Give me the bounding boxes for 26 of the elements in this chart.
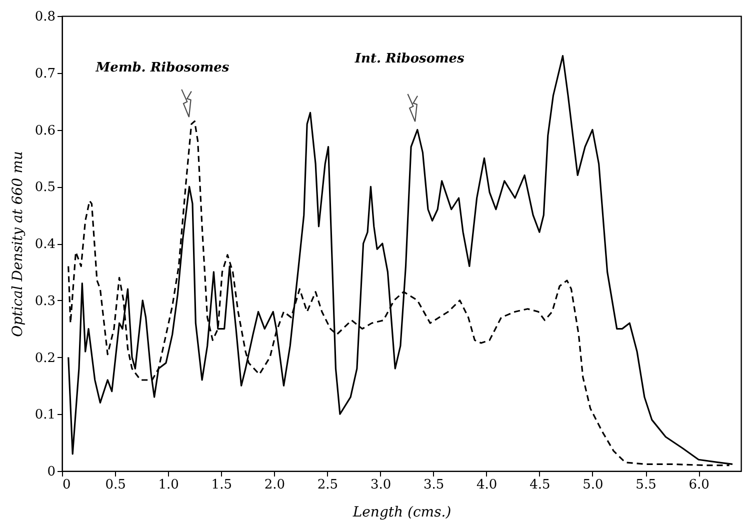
x-tick-label: 0 — [62, 478, 71, 492]
x-tick-label: 3.0 — [370, 478, 392, 492]
y-tick-label: 0.5 — [34, 180, 56, 196]
y-tick-label: 0.8 — [34, 10, 56, 24]
x-tick-label: 3.5 — [423, 478, 444, 492]
x-tick-label: 1.5 — [211, 478, 232, 492]
x-tick-label: 2.0 — [264, 478, 286, 492]
y-tick-label: 0.4 — [34, 237, 56, 252]
y-tick-label: 0.2 — [34, 350, 56, 366]
x-tick-label: 1.0 — [158, 478, 179, 492]
x-tick-label: 5.5 — [636, 478, 656, 492]
annotation: Int. Ribosomes — [354, 51, 466, 66]
y-tick-label: 0.3 — [34, 294, 56, 309]
y-axis-title: Optical Density at 660 mu — [10, 151, 26, 337]
x-tick-label: 4.5 — [530, 478, 550, 492]
x-axis-title: Length (cms.) — [352, 504, 452, 520]
y-tick-label: 0.1 — [34, 408, 56, 423]
x-tick-label: 6.0 — [688, 478, 710, 492]
x-tick-label: 5.0 — [582, 478, 604, 492]
x-tick-label: 0.5 — [105, 478, 126, 492]
x-tick-label: 2.5 — [317, 478, 338, 492]
annotation: Memb. Ribosomes — [94, 60, 230, 76]
y-tick-label: 0 — [47, 464, 56, 480]
y-tick-label: 0.6 — [34, 123, 56, 138]
y-tick-label: 0.7 — [34, 66, 56, 82]
x-tick-label: 4.0 — [476, 478, 498, 492]
